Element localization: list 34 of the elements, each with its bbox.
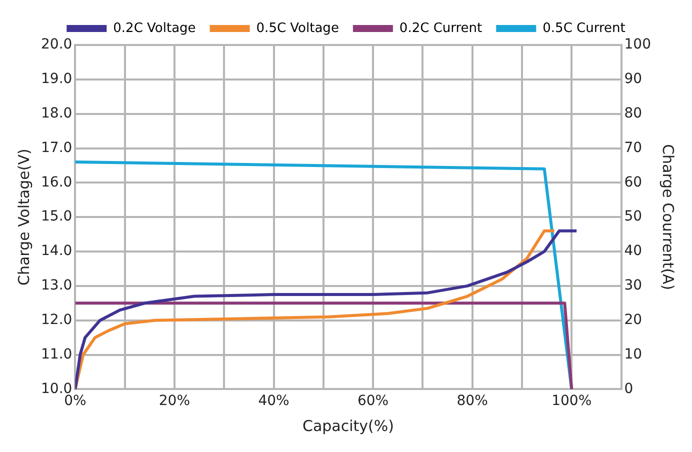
y2-tick-label: 90 <box>624 71 642 88</box>
y-axis-title: Charge Voltage(V) <box>14 148 33 286</box>
x-tick-label: 40% <box>258 393 290 410</box>
y2-tick-label: 60 <box>624 174 642 190</box>
x-tick-label: 0% <box>64 393 86 410</box>
legend-label: 0.2C Current <box>399 20 482 36</box>
y2-tick-label: 0 <box>624 380 634 397</box>
y-tick-label: 16.0 <box>41 174 72 190</box>
y2-tick-label: 70 <box>624 140 642 156</box>
y-tick-label: 14.0 <box>41 243 72 260</box>
y2-axis-title: Charge Courrent(A) <box>659 144 678 290</box>
x-tick-label: 80% <box>456 393 488 410</box>
y2-tick-label: 20 <box>624 312 642 328</box>
y-tick-label: 15.0 <box>41 208 72 225</box>
y2-tick-label: 100 <box>624 36 652 53</box>
y-tick-label: 18.0 <box>41 105 72 122</box>
legend-label: 0.5C Current <box>542 20 626 36</box>
y-tick-label: 17.0 <box>41 140 72 156</box>
y-tick-label: 20.0 <box>41 36 72 53</box>
y2-tick-label: 80 <box>624 105 642 122</box>
legend-label: 0.5C Voltage <box>256 20 339 36</box>
y2-tick-label: 10 <box>624 346 642 362</box>
x-axis-title: Capacity(%) <box>302 416 394 435</box>
y-tick-label: 12.0 <box>41 312 72 328</box>
y2-tick-label: 50 <box>624 208 642 225</box>
y-tick-label: 11.0 <box>41 346 72 362</box>
x-tick-label: 60% <box>357 393 389 410</box>
x-tick-label: 20% <box>158 393 190 410</box>
legend-label: 0.2C Voltage <box>113 20 196 36</box>
y-tick-label: 13.0 <box>41 278 72 294</box>
y2-tick-label: 40 <box>624 243 642 260</box>
y-tick-label: 19.0 <box>41 71 72 88</box>
y2-tick-label: 30 <box>624 278 642 294</box>
x-tick-label: 100% <box>552 393 592 410</box>
